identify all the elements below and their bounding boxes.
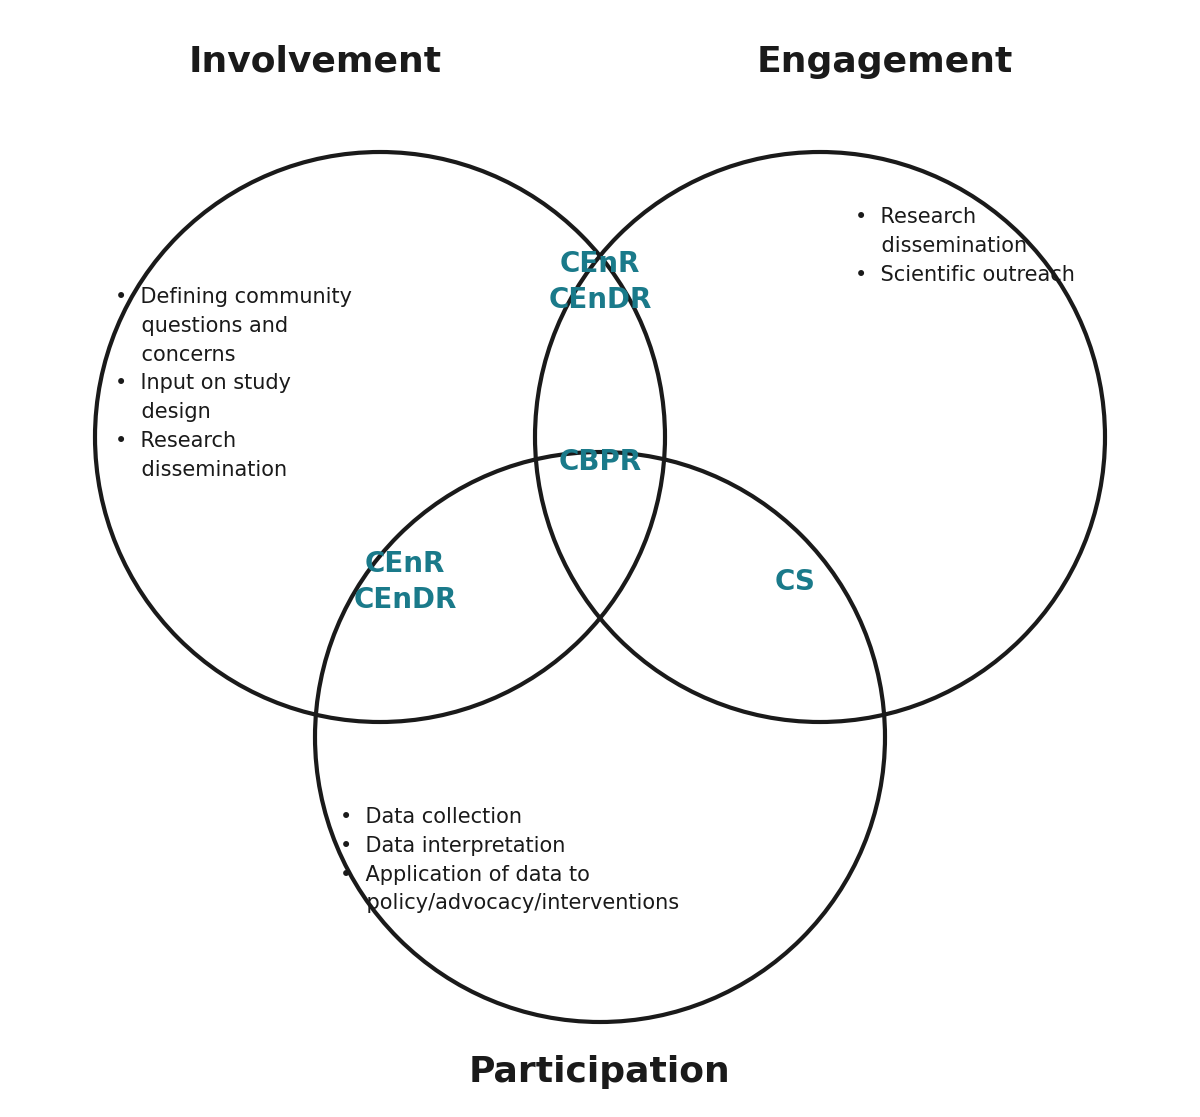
Text: •  Research
    dissemination
•  Scientific outreach: • Research dissemination • Scientific ou…: [856, 207, 1075, 285]
Text: Involvement: Involvement: [188, 45, 442, 79]
Text: •  Data collection
•  Data interpretation
•  Application of data to
    policy/a: • Data collection • Data interpretation …: [340, 806, 679, 914]
Text: CEnR
CEnDR: CEnR CEnDR: [548, 250, 652, 314]
Text: CEnR
CEnDR: CEnR CEnDR: [353, 551, 457, 614]
Text: CBPR: CBPR: [558, 448, 642, 476]
Text: Engagement: Engagement: [757, 45, 1013, 79]
Text: •  Defining community
    questions and
    concerns
•  Input on study
    desig: • Defining community questions and conce…: [115, 287, 352, 480]
Text: Participation: Participation: [469, 1054, 731, 1089]
Text: CS: CS: [774, 569, 816, 596]
